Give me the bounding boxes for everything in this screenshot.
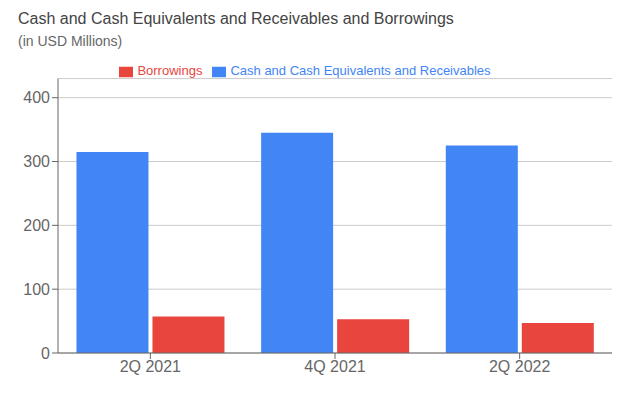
svg-text:2Q 2022: 2Q 2022 (489, 358, 550, 375)
svg-text:300: 300 (23, 153, 50, 170)
svg-text:100: 100 (23, 281, 50, 298)
html-text:Cash and Cash Equivalents and: Cash and Cash Equivalents and Receivable… (18, 10, 454, 27)
svg-text:400: 400 (23, 89, 50, 106)
svg-text:200: 200 (23, 217, 50, 234)
html-text:(in USD Millions): (in USD Millions) (18, 33, 123, 49)
html-text:Borrowings: Borrowings (137, 63, 203, 78)
html-text:Cash and Cash Equivalents and: Cash and Cash Equivalents and Receivable… (230, 63, 491, 78)
svg-text:4Q 2021: 4Q 2021 (304, 358, 365, 375)
svg-text:2Q 2021: 2Q 2021 (120, 358, 181, 375)
svg-text:0: 0 (41, 345, 50, 362)
